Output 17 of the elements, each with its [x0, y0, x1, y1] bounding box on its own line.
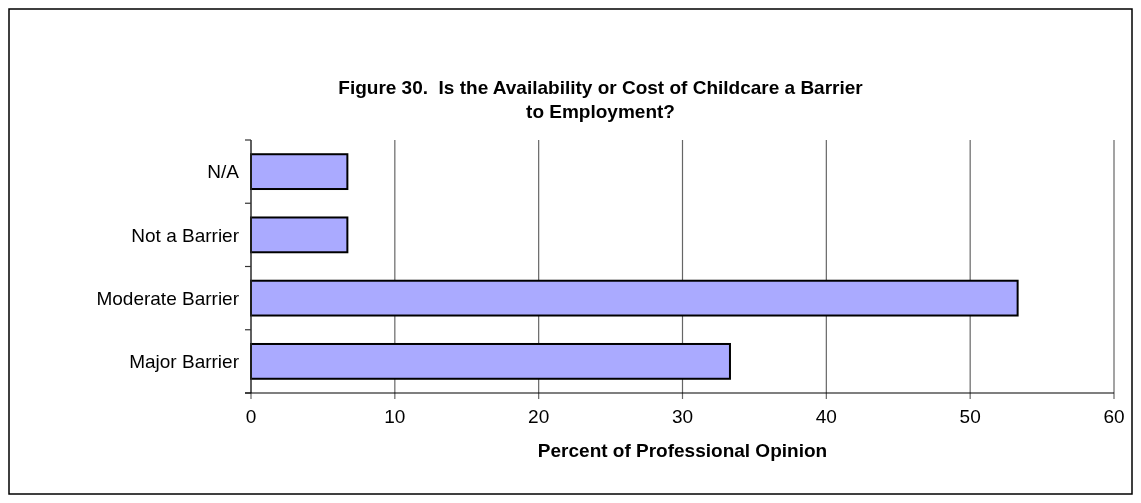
bar	[250, 216, 349, 254]
x-tick-label: 40	[815, 406, 837, 427]
y-tick-label: N/A	[207, 161, 240, 183]
x-tick-label: 60	[1103, 406, 1125, 427]
y-tick-label: Moderate Barrier	[96, 287, 240, 309]
x-axis-title: Percent of Professional Opinion	[537, 440, 828, 461]
y-tick-label: Major Barrier	[129, 351, 240, 373]
x-tick-label: 30	[671, 406, 694, 427]
x-tick-label: 10	[384, 406, 406, 427]
x-tick-label: 50	[959, 406, 981, 427]
x-tick-label: 0	[245, 406, 257, 427]
chart-title: Figure 30. Is the Availability or Cost of Childcare a Barrier to Employment?	[338, 77, 864, 122]
x-tick-label: 20	[528, 406, 550, 427]
bar	[250, 342, 731, 380]
bar	[250, 279, 1019, 317]
bar	[250, 153, 349, 191]
y-tick-label: Not a Barrier	[131, 224, 240, 246]
